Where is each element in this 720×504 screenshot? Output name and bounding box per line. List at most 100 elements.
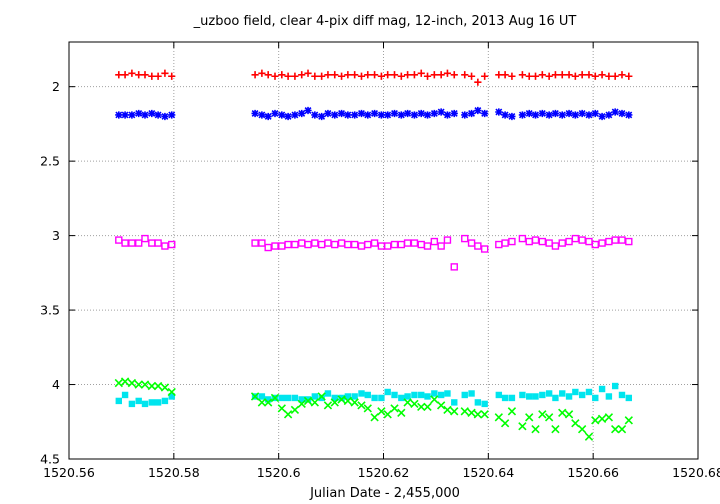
data-point [518,111,527,119]
data-point [605,393,613,400]
data-point [531,236,540,244]
data-point [370,109,379,118]
data-point [121,111,129,119]
data-point [258,393,266,400]
data-point [495,391,503,399]
data-point [390,240,399,249]
data-point [264,243,272,252]
data-point [404,393,411,400]
data-point [283,410,293,419]
data-point [585,71,593,79]
data-point [591,416,600,425]
data-point [597,414,607,423]
data-point [291,240,299,249]
data-point [461,391,468,399]
data-point [551,242,560,250]
data-point [545,390,553,397]
data-point [357,72,366,80]
data-point [410,239,419,247]
data-point [526,393,533,400]
data-point [494,413,503,422]
data-point [168,72,176,80]
data-point [377,72,386,80]
data-point [436,401,446,410]
data-point [258,239,266,247]
data-point [423,402,432,412]
data-point [291,72,299,80]
data-point [397,408,406,417]
data-point [598,385,606,393]
data-point [331,394,338,402]
data-point [430,71,438,79]
data-point [571,72,579,80]
data-point [577,425,587,434]
data-point [128,239,136,247]
data-point [604,413,614,422]
data-point [148,239,156,247]
data-point [317,240,326,249]
data-point [114,378,123,388]
data-point [298,109,306,118]
data-point [501,111,509,119]
data-point [450,109,458,118]
data-point [311,72,319,80]
data-point [344,393,352,400]
data-point [257,398,267,407]
x-tick-label: 1520.64 [462,465,514,480]
y-tick-label: 4 [52,377,60,392]
data-point [141,71,149,79]
data-point [398,394,405,402]
data-point [525,237,533,246]
data-point [584,432,594,441]
data-point [508,237,516,246]
data-point [538,410,547,419]
axis-ticks: 1520.56 1520.58 1520.6 1520.62 1520.64 1520.6… [40,42,720,480]
data-point [501,71,509,79]
data-point [317,392,326,401]
data-point [324,239,332,247]
data-point [298,396,305,403]
series-5-x [114,377,633,441]
data-point [625,394,633,402]
data-point [467,239,476,247]
data-point [135,239,143,247]
data-point [443,236,452,244]
data-point [450,71,458,79]
data-point [403,398,412,407]
data-point [148,72,156,80]
data-point [168,393,175,400]
data-point [135,109,143,118]
data-point [154,72,162,80]
data-point [611,236,619,244]
data-point [437,391,445,399]
data-point [324,390,332,397]
data-point [551,71,560,79]
data-point [591,109,599,118]
data-point [450,263,458,271]
data-point [128,69,136,77]
data-point [397,111,405,119]
data-point [278,394,286,402]
x-tick-label: 1520.6 [257,465,301,480]
data-point [538,109,546,118]
data-point [443,111,452,119]
data-point [605,111,613,119]
data-point [467,109,476,118]
data-point [270,393,280,403]
data-point [461,234,469,243]
data-point [467,408,476,417]
data-point [278,111,286,119]
data-point [551,109,560,118]
data-point [525,413,534,422]
data-point [501,394,509,402]
data-point [127,378,137,388]
data-point [161,112,169,121]
data-point [311,393,319,400]
data-point [363,404,372,413]
data-point [141,234,149,243]
data-point [417,402,426,412]
data-point [251,239,259,247]
data-point [390,71,399,79]
data-point [518,422,527,431]
x-tick-label: 1520.58 [148,465,200,480]
